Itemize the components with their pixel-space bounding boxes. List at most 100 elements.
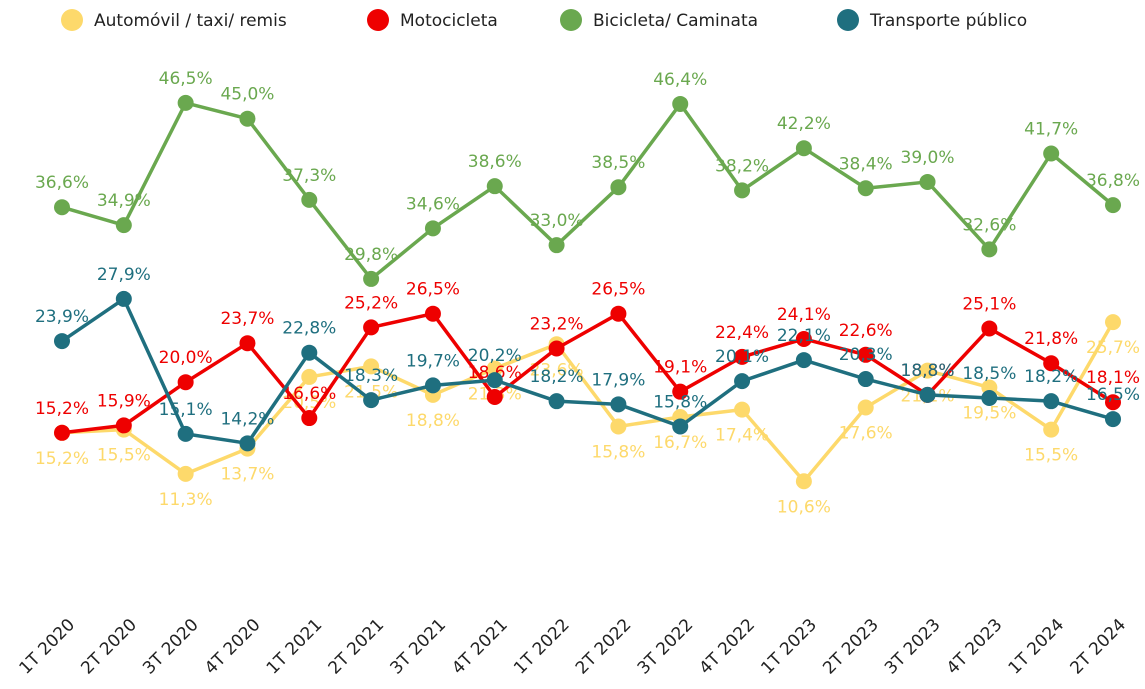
data-label: 37,3% [282, 166, 336, 186]
data-point [672, 95, 689, 112]
data-point [1105, 411, 1121, 428]
data-label: 22,6% [839, 321, 893, 341]
data-point [919, 386, 936, 403]
data-label: 18,2% [1024, 367, 1078, 387]
data-point [1043, 393, 1060, 410]
data-label: 38,2% [715, 156, 769, 176]
data-label: 13,7% [220, 465, 274, 485]
x-tick-label: 1T 2022 [510, 615, 574, 679]
data-point [610, 179, 627, 196]
data-point [795, 140, 812, 157]
data-point [486, 372, 503, 389]
x-tick-label: 3T 2020 [139, 615, 203, 679]
data-label: 34,9% [97, 191, 151, 211]
data-label: 25,7% [1086, 338, 1140, 358]
data-point [239, 335, 256, 352]
data-label: 18,8% [901, 361, 955, 381]
data-point [1105, 197, 1121, 214]
data-point [981, 320, 998, 337]
data-point [239, 110, 256, 127]
data-label: 25,2% [344, 293, 398, 313]
data-point [734, 182, 751, 199]
data-label: 18,5% [962, 364, 1016, 384]
data-label: 16,7% [653, 433, 707, 453]
data-point [548, 393, 565, 410]
x-tick-label: 2T 2022 [572, 615, 636, 679]
data-label: 23,9% [35, 307, 89, 327]
legend-swatch [367, 9, 389, 31]
data-point [177, 94, 194, 111]
data-label: 25,1% [962, 294, 1016, 314]
x-tick-label: 1T 2021 [263, 615, 327, 679]
x-tick-label: 3T 2023 [881, 615, 945, 679]
legend-swatch [61, 9, 83, 31]
data-point [301, 344, 318, 361]
data-label: 39,0% [901, 148, 955, 168]
series-line [61, 101, 1115, 281]
data-point [363, 319, 380, 336]
data-label: 26,5% [591, 280, 645, 300]
data-label: 19,7% [406, 351, 460, 371]
series-line [61, 311, 1114, 435]
data-label: 38,4% [839, 154, 893, 174]
legend-swatch [837, 9, 859, 31]
data-point [115, 290, 132, 307]
data-point [981, 390, 998, 407]
data-label: 20,3% [839, 345, 893, 365]
data-point [424, 220, 441, 237]
data-label: 21,8% [1024, 329, 1078, 349]
x-tick-label: 4T 2021 [448, 615, 512, 679]
data-point [919, 173, 936, 190]
data-point [795, 473, 812, 490]
data-label: 15,5% [97, 446, 151, 466]
data-point [734, 348, 751, 365]
data-point [610, 305, 627, 322]
series: 15,2%15,9%20,0%23,7%16,6%25,2%26,5%18,6%… [35, 280, 1140, 441]
data-label: 18,8% [901, 361, 955, 381]
data-label: 32,6% [962, 215, 1016, 235]
x-tick-label: 1T 2020 [16, 615, 80, 679]
data-label: 16,6% [282, 384, 336, 404]
data-label: 38,5% [591, 153, 645, 173]
data-point [981, 241, 998, 258]
data-label: 24,1% [777, 305, 831, 325]
legend-label: Transporte público [869, 11, 1027, 31]
data-point [795, 330, 812, 347]
data-label: 34,6% [406, 194, 460, 214]
x-tick-label: 4T 2022 [696, 615, 760, 679]
data-label: 18,1% [1086, 368, 1140, 388]
data-label: 15,1% [159, 400, 213, 420]
data-label: 15,8% [653, 392, 707, 412]
data-label: 15,2% [35, 399, 89, 419]
data-label: 29,8% [344, 245, 398, 265]
data-label: 23,2% [530, 314, 584, 334]
data-label: 45,0% [220, 85, 274, 105]
data-point [177, 425, 194, 442]
x-tick-label: 1T 2024 [1005, 615, 1069, 679]
data-point [919, 362, 936, 379]
data-point [548, 237, 565, 254]
data-label: 11,3% [159, 490, 213, 510]
data-label: 22,8% [282, 319, 336, 339]
x-tick-label: 4T 2020 [201, 615, 265, 679]
data-point [301, 410, 318, 427]
data-label: 15,8% [591, 442, 645, 462]
data-label: 14,2% [220, 409, 274, 429]
data-label: 19,5% [962, 403, 1016, 423]
data-label: 41,7% [1024, 119, 1078, 139]
data-label: 20,2% [468, 346, 522, 366]
data-label: 15,9% [97, 391, 151, 411]
data-point [363, 392, 380, 409]
data-label: 23,6% [530, 360, 584, 380]
data-point [54, 333, 70, 350]
data-point [54, 424, 70, 441]
data-label: 16,5% [1086, 385, 1140, 405]
data-point [857, 371, 874, 388]
legend-label: Bicicleta/ Caminata [593, 11, 758, 31]
data-point [54, 199, 70, 216]
data-point [672, 383, 689, 400]
data-point [115, 217, 132, 234]
x-tick-label: 4T 2023 [943, 615, 1007, 679]
series-line [61, 321, 1115, 484]
x-tick-label: 2T 2024 [1067, 615, 1131, 679]
